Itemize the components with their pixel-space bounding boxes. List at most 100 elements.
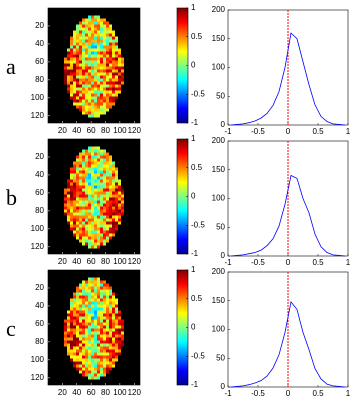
image-pixel xyxy=(103,49,106,52)
image-pixel xyxy=(76,305,79,308)
image-pixel xyxy=(118,204,121,207)
image-pixel xyxy=(118,341,121,344)
image-pixel xyxy=(85,165,88,168)
image-pixel xyxy=(112,46,115,49)
image-pixel xyxy=(79,61,82,64)
figure: a204060801001202040608010012010.50-0.5-1… xyxy=(0,0,357,402)
image-pixel xyxy=(112,350,115,353)
image-pixel xyxy=(82,94,85,97)
image-pixel xyxy=(100,281,103,284)
image-pixel xyxy=(94,103,97,106)
image-pixel xyxy=(103,314,106,317)
image-pixel xyxy=(94,162,97,165)
image-pixel xyxy=(115,168,118,171)
image-pixel xyxy=(103,192,106,195)
image-pixel xyxy=(121,338,124,341)
image-pixel xyxy=(97,186,100,189)
image-pixel xyxy=(106,165,109,168)
image-pixel xyxy=(82,79,85,82)
image-pixel xyxy=(85,94,88,97)
image-pixel xyxy=(94,94,97,97)
image-pixel xyxy=(85,305,88,308)
image-pixel xyxy=(103,234,106,237)
image-pixel xyxy=(79,165,82,168)
image-pixel xyxy=(88,19,91,22)
image-pixel xyxy=(94,228,97,231)
image-pixel xyxy=(67,55,70,58)
image-pixel xyxy=(97,28,100,31)
image-pixel xyxy=(67,82,70,85)
image-pixel xyxy=(85,153,88,156)
image-pixel xyxy=(109,204,112,207)
x-tick-label: 1 xyxy=(346,258,351,267)
image-pixel xyxy=(88,16,91,19)
image-pixel xyxy=(100,296,103,299)
y-tick-label: 200 xyxy=(212,5,226,14)
image-pixel xyxy=(103,368,106,371)
image-pixel xyxy=(82,19,85,22)
image-pixel xyxy=(70,347,73,350)
image-pixel xyxy=(109,362,112,365)
image-pixel xyxy=(85,198,88,201)
image-pixel xyxy=(100,153,103,156)
image-pixel xyxy=(76,159,79,162)
image-pixel xyxy=(97,284,100,287)
image-pixel xyxy=(109,103,112,106)
image-pixel xyxy=(70,225,73,228)
image-pixel xyxy=(112,204,115,207)
image-pixel xyxy=(85,58,88,61)
image-pixel xyxy=(70,302,73,305)
image-pixel xyxy=(76,79,79,82)
image-pixel xyxy=(76,58,79,61)
image-pixel xyxy=(106,49,109,52)
image-pixel xyxy=(76,314,79,317)
image-pixel xyxy=(85,61,88,64)
image-pixel xyxy=(73,347,76,350)
image-pixel xyxy=(100,314,103,317)
image-pixel xyxy=(103,222,106,225)
image-pixel xyxy=(112,79,115,82)
image-pixel xyxy=(76,67,79,70)
image-pixel xyxy=(64,198,67,201)
image-pixel xyxy=(91,305,94,308)
image-pixel xyxy=(85,70,88,73)
image-pixel xyxy=(103,43,106,46)
image-pixel xyxy=(88,219,91,222)
image-pixel xyxy=(64,189,67,192)
image-pixel xyxy=(88,70,91,73)
image-pixel xyxy=(79,353,82,356)
image-pixel xyxy=(100,368,103,371)
image-pixel xyxy=(76,31,79,34)
image-pixel xyxy=(76,344,79,347)
image-pixel xyxy=(82,82,85,85)
image-pixel xyxy=(82,85,85,88)
image-pixel xyxy=(73,320,76,323)
image-pixel xyxy=(79,234,82,237)
image-pixel xyxy=(97,201,100,204)
image-pixel xyxy=(121,341,124,344)
image-pixel xyxy=(91,76,94,79)
image-pixel xyxy=(106,284,109,287)
image-pixel xyxy=(85,28,88,31)
image-pixel xyxy=(67,76,70,79)
image-pixel xyxy=(88,299,91,302)
image-pixel xyxy=(103,228,106,231)
image-pixel xyxy=(67,91,70,94)
image-pixel xyxy=(112,165,115,168)
image-pixel xyxy=(100,28,103,31)
image-pixel xyxy=(103,156,106,159)
image-pixel xyxy=(118,344,121,347)
image-pixel xyxy=(106,70,109,73)
image-pixel xyxy=(112,40,115,43)
image-pixel xyxy=(91,368,94,371)
image-pixel xyxy=(97,365,100,368)
image-pixel xyxy=(79,37,82,40)
image-pixel xyxy=(67,201,70,204)
image-pixel xyxy=(109,293,112,296)
image-pixel xyxy=(88,58,91,61)
image-pixel xyxy=(91,64,94,67)
image-pixel xyxy=(94,192,97,195)
image-pixel xyxy=(97,356,100,359)
image-pixel xyxy=(85,284,88,287)
image-pixel xyxy=(106,103,109,106)
